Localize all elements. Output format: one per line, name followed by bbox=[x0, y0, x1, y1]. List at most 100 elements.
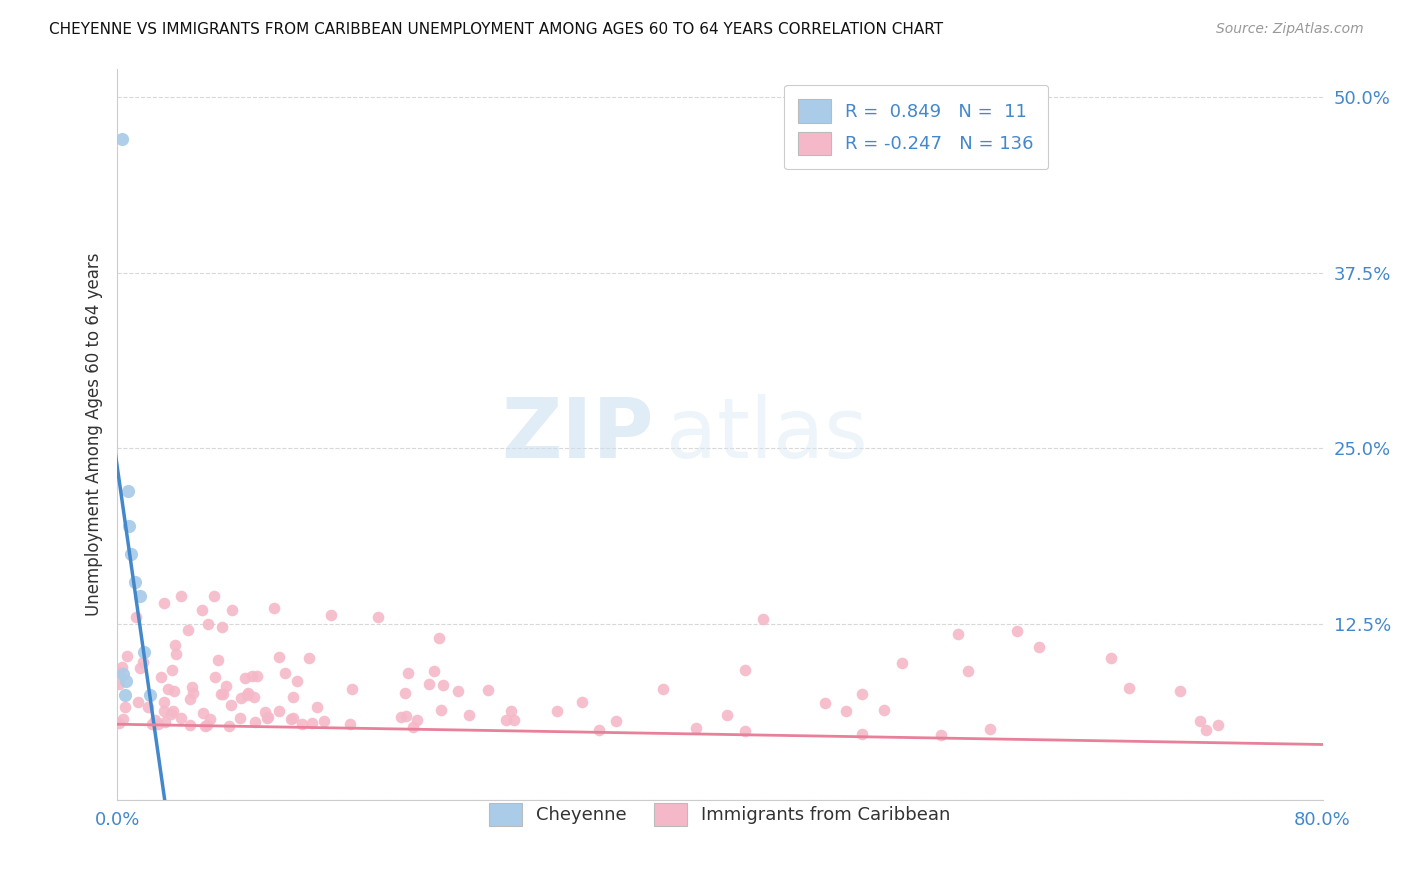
Point bbox=[160, 663, 183, 677]
Point bbox=[118, 518, 141, 533]
Point bbox=[195, 717, 218, 731]
Point bbox=[946, 626, 969, 640]
Point bbox=[851, 727, 873, 741]
Point bbox=[115, 649, 138, 664]
Point bbox=[125, 610, 148, 624]
Point bbox=[153, 695, 176, 709]
Point bbox=[298, 650, 321, 665]
Point bbox=[447, 683, 470, 698]
Point bbox=[342, 682, 364, 697]
Point bbox=[502, 713, 524, 727]
Point bbox=[134, 645, 156, 659]
Point bbox=[240, 669, 263, 683]
Point bbox=[768, 822, 790, 837]
Point bbox=[458, 707, 481, 722]
Point bbox=[177, 623, 200, 637]
Point bbox=[111, 660, 134, 674]
Point bbox=[477, 682, 499, 697]
Point bbox=[624, 824, 647, 838]
Point bbox=[111, 132, 134, 146]
Point bbox=[115, 673, 138, 688]
Point bbox=[257, 710, 280, 724]
Point bbox=[1118, 681, 1140, 695]
Point bbox=[495, 713, 517, 727]
Point bbox=[141, 717, 163, 731]
Point bbox=[312, 800, 335, 814]
Point bbox=[307, 700, 329, 714]
Point bbox=[651, 682, 673, 697]
Text: atlas: atlas bbox=[665, 394, 868, 475]
Point bbox=[581, 802, 603, 816]
Point bbox=[204, 669, 226, 683]
Point bbox=[209, 686, 232, 700]
Point bbox=[231, 691, 253, 706]
Point bbox=[394, 708, 416, 723]
Point bbox=[128, 589, 150, 603]
Point bbox=[813, 696, 835, 710]
Point bbox=[269, 704, 291, 718]
Point bbox=[124, 575, 146, 590]
Point bbox=[281, 711, 304, 725]
Point bbox=[117, 483, 139, 498]
Point bbox=[229, 711, 252, 725]
Point bbox=[170, 589, 193, 603]
Point bbox=[432, 678, 454, 692]
Point bbox=[283, 690, 305, 704]
Point bbox=[418, 677, 440, 691]
Point bbox=[146, 716, 169, 731]
Point bbox=[588, 723, 610, 737]
Point bbox=[1099, 650, 1122, 665]
Point bbox=[716, 707, 738, 722]
Point bbox=[163, 639, 186, 653]
Point bbox=[1028, 640, 1050, 654]
Point bbox=[291, 717, 314, 731]
Point bbox=[221, 603, 243, 617]
Point bbox=[256, 711, 278, 725]
Point bbox=[929, 728, 952, 742]
Point bbox=[301, 716, 323, 731]
Point bbox=[120, 547, 142, 561]
Point bbox=[207, 653, 229, 667]
Point bbox=[197, 617, 219, 632]
Point bbox=[396, 666, 419, 681]
Point bbox=[394, 686, 416, 700]
Point bbox=[202, 589, 225, 603]
Point bbox=[1188, 714, 1211, 729]
Text: Source: ZipAtlas.com: Source: ZipAtlas.com bbox=[1216, 22, 1364, 37]
Point bbox=[149, 670, 172, 684]
Point bbox=[179, 692, 201, 706]
Point bbox=[267, 650, 290, 665]
Point bbox=[179, 718, 201, 732]
Point bbox=[214, 679, 236, 693]
Point bbox=[319, 607, 342, 622]
Legend: Cheyenne, Immigrants from Caribbean: Cheyenne, Immigrants from Caribbean bbox=[481, 794, 959, 835]
Point bbox=[170, 711, 193, 725]
Point bbox=[246, 669, 269, 683]
Point bbox=[546, 704, 568, 718]
Point bbox=[605, 714, 627, 728]
Point bbox=[314, 714, 336, 728]
Point bbox=[367, 610, 389, 624]
Point bbox=[114, 688, 136, 702]
Point bbox=[143, 713, 166, 727]
Point bbox=[112, 666, 135, 681]
Point bbox=[107, 665, 129, 679]
Point bbox=[1208, 718, 1230, 732]
Point bbox=[253, 705, 276, 719]
Point bbox=[285, 674, 308, 689]
Point bbox=[835, 704, 858, 718]
Point bbox=[160, 707, 183, 722]
Point bbox=[136, 699, 159, 714]
Point bbox=[406, 713, 429, 727]
Point bbox=[152, 596, 174, 610]
Point bbox=[332, 802, 354, 816]
Point bbox=[120, 822, 142, 836]
Point bbox=[956, 665, 979, 679]
Point bbox=[211, 620, 233, 634]
Point bbox=[236, 688, 259, 702]
Point bbox=[139, 688, 162, 702]
Point bbox=[153, 704, 176, 718]
Point bbox=[124, 825, 146, 839]
Point bbox=[391, 710, 413, 724]
Point bbox=[218, 719, 240, 733]
